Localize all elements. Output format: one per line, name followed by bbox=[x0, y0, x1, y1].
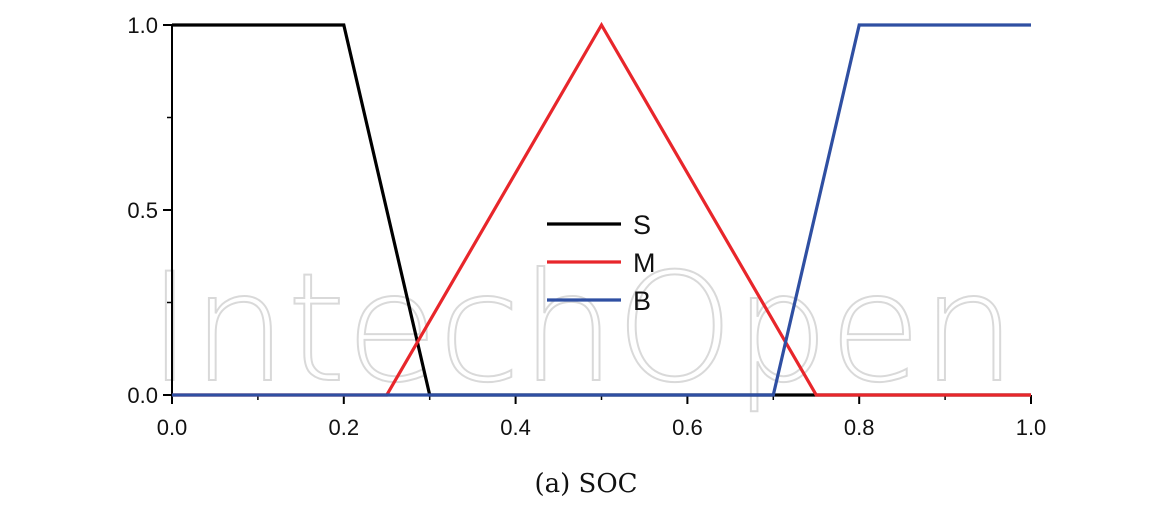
y-tick-label: 0.0 bbox=[127, 383, 158, 408]
x-tick-label: 0.8 bbox=[844, 415, 875, 440]
watermark: IntechOpen bbox=[148, 242, 1017, 416]
legend-label-s: S bbox=[633, 210, 651, 240]
legend-label-b: B bbox=[633, 286, 651, 316]
chart-axes: 0.0 0.2 0.4 0.6 0.8 1.0 0.0 0.5 1.0 bbox=[127, 13, 1046, 440]
chart-series-layer bbox=[172, 21, 1031, 397]
y-tick-label: 0.5 bbox=[127, 198, 158, 223]
x-tick-label: 0.4 bbox=[500, 415, 531, 440]
x-tick-label: 0.6 bbox=[672, 415, 703, 440]
y-tick-label: 1.0 bbox=[127, 13, 158, 38]
chart-legend: SMB bbox=[547, 210, 656, 316]
series-line-b bbox=[172, 23, 1031, 397]
x-tick-label: 1.0 bbox=[1016, 415, 1047, 440]
x-tick-label: 0.0 bbox=[157, 415, 188, 440]
x-tick-label: 0.2 bbox=[329, 415, 360, 440]
x-axis-caption: (a) SOC bbox=[534, 469, 637, 499]
legend-label-m: M bbox=[633, 248, 656, 278]
